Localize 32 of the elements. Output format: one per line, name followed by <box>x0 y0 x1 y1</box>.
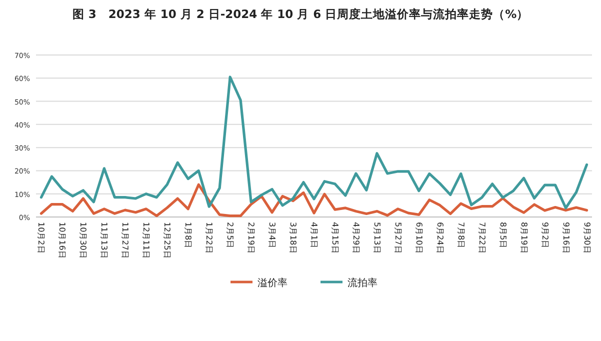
x-tick-label: 10月30日 <box>78 222 88 258</box>
x-tick-label: 10月16日 <box>58 222 67 258</box>
x-tick-label: 6月10日 <box>414 222 424 254</box>
line-series <box>40 76 588 210</box>
x-tick-label: 11月13日 <box>100 222 109 258</box>
x-tick-label: 12月11日 <box>142 222 151 258</box>
legend-label: 流拍率 <box>348 277 378 289</box>
x-tick-label: 9月30日 <box>582 222 592 254</box>
x-tick-label: 5月27日 <box>393 222 402 254</box>
x-tick-label: 11月27日 <box>120 222 130 258</box>
x-tick-label: 1月22日 <box>204 222 214 254</box>
x-tick-label: 2月5日 <box>226 222 235 248</box>
x-tick-label: 8月19日 <box>519 222 528 254</box>
x-tick-label: 10月2日 <box>36 222 46 254</box>
x-tick-label: 9月16日 <box>561 222 570 254</box>
chart-title: 图 3 2023 年 10 月 2 日-2024 年 10 月 6 日周度土地溢价率与流拍率走势（%） <box>72 7 529 21</box>
x-tick-label: 4月15日 <box>330 222 340 254</box>
line-series <box>40 183 588 218</box>
legend-label: 溢价率 <box>258 277 288 289</box>
x-tick-label: 2月19日 <box>246 222 256 254</box>
x-tick-label: 5月13日 <box>372 222 382 254</box>
x-tick-label: 3月4日 <box>268 222 277 248</box>
x-tick-label: 7月8日 <box>456 222 466 248</box>
x-tick-label: 6月24日 <box>435 222 444 254</box>
x-tick-label: 7月22日 <box>477 222 486 254</box>
x-tick-label: 12月25日 <box>162 222 172 258</box>
x-tick-label: 9月2日 <box>540 222 550 248</box>
x-tick-label: 4月29日 <box>351 222 360 254</box>
x-tick-label: 1月8日 <box>184 222 193 248</box>
x-tick-label: 4月1日 <box>310 222 318 248</box>
x-tick-label: 8月5日 <box>498 222 508 248</box>
x-tick-label: 3月18日 <box>288 222 298 254</box>
